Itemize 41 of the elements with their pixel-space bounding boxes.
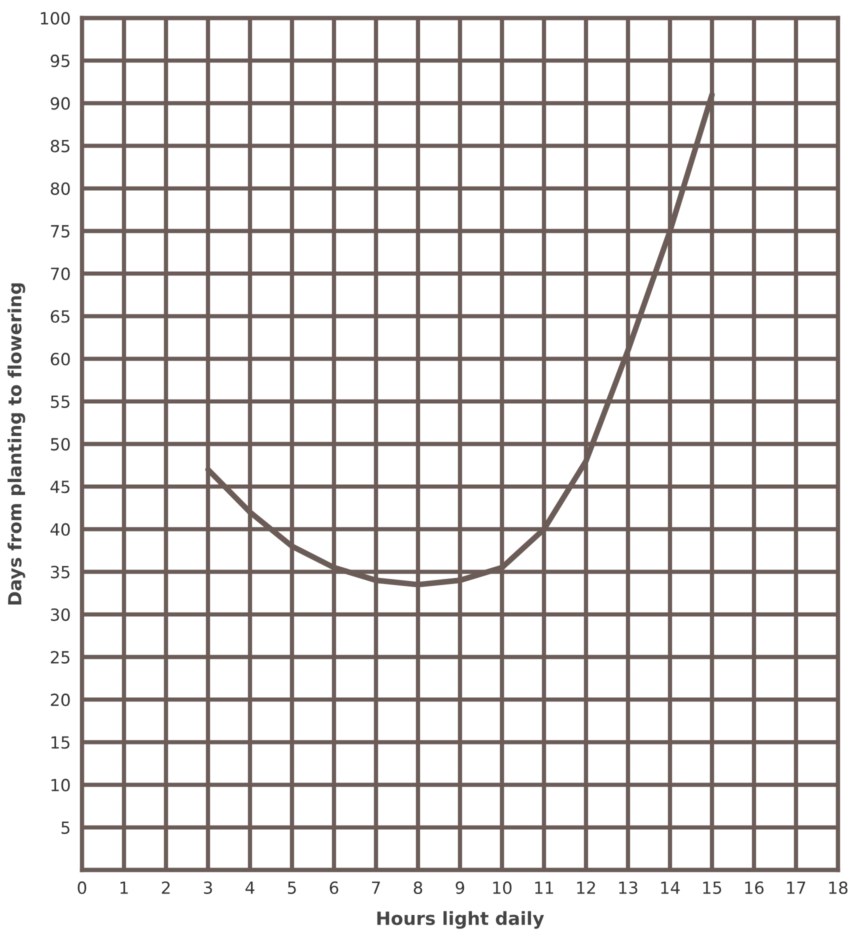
x-tick-label: 1 xyxy=(120,882,128,894)
x-tick-label: 11 xyxy=(535,882,554,894)
x-tick-label: 12 xyxy=(577,881,595,894)
x-tick-label: 17 xyxy=(787,882,806,894)
x-tick-label: 7 xyxy=(372,882,380,894)
y-tick-label: 15 xyxy=(52,736,70,749)
y-tick-label: 30 xyxy=(50,608,70,621)
y-tick-label: 85 xyxy=(50,140,70,152)
y-tick-label: 60 xyxy=(50,352,70,366)
y-tick-label: 55 xyxy=(50,396,70,408)
x-tick-label: 5 xyxy=(288,882,296,894)
x-tick-label: 18 xyxy=(829,881,848,894)
y-axis-title: Days from planting to flowering xyxy=(8,283,26,604)
x-axis-title: Hours light daily xyxy=(377,911,544,929)
y-tick-label: 65 xyxy=(50,310,70,323)
x-tick-label: 14 xyxy=(661,882,680,894)
y-tick-label: 5 xyxy=(62,822,70,834)
y-tick-label: 25 xyxy=(50,650,70,664)
x-tick-label: 3 xyxy=(204,881,212,894)
x-tick-label: 13 xyxy=(619,881,638,894)
x-tick-label: 8 xyxy=(414,881,422,894)
y-tick-label: 70 xyxy=(51,268,70,280)
y-tick-label: 90 xyxy=(50,97,70,110)
y-tick-label: 10 xyxy=(52,778,70,792)
x-tick-label: 0 xyxy=(78,881,86,894)
x-tick-label: 9 xyxy=(456,881,464,894)
x-tick-label: 10 xyxy=(493,881,512,894)
y-tick-label: 100 xyxy=(40,12,70,25)
y-tick-label: 20 xyxy=(50,694,70,706)
x-tick-label: 2 xyxy=(162,881,170,894)
y-tick-label: 35 xyxy=(50,566,70,578)
x-tick-label: 15 xyxy=(703,882,722,894)
x-tick-label: 16 xyxy=(745,881,764,894)
y-tick-label: 80 xyxy=(50,182,70,195)
y-tick-label: 95 xyxy=(50,54,70,68)
y-tick-label: 50 xyxy=(50,438,70,451)
y-tick-label: 45 xyxy=(50,480,70,494)
x-tick-label: 4 xyxy=(246,882,254,894)
x-tick-label: 6 xyxy=(330,881,338,894)
y-tick-label: 75 xyxy=(51,225,70,238)
y-tick-label: 40 xyxy=(50,523,70,536)
